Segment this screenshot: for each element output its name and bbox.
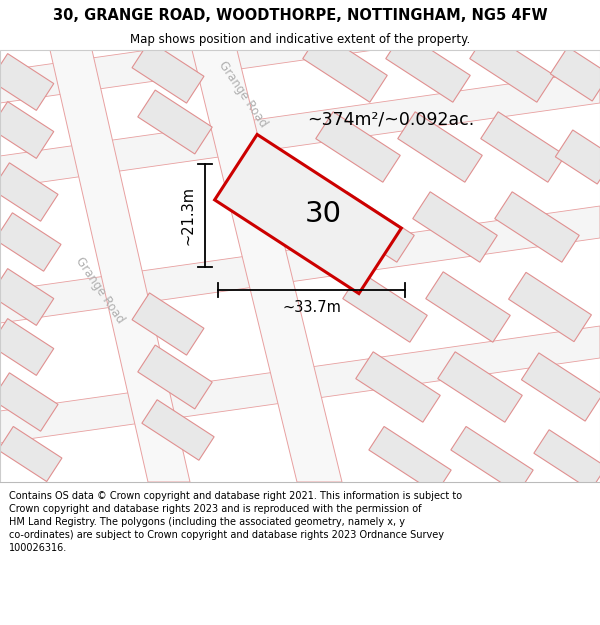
Polygon shape (556, 130, 600, 184)
Polygon shape (0, 319, 54, 376)
Polygon shape (192, 50, 342, 482)
Polygon shape (0, 162, 58, 221)
Polygon shape (138, 90, 212, 154)
Polygon shape (0, 0, 600, 103)
Polygon shape (481, 112, 565, 182)
Polygon shape (534, 430, 600, 490)
Polygon shape (0, 206, 600, 323)
Polygon shape (426, 272, 510, 342)
Text: Grange Road: Grange Road (216, 59, 270, 129)
Polygon shape (0, 269, 54, 326)
Polygon shape (495, 192, 579, 262)
Polygon shape (509, 272, 592, 342)
Polygon shape (330, 192, 414, 262)
Polygon shape (132, 293, 204, 355)
Polygon shape (369, 426, 451, 494)
Polygon shape (386, 32, 470, 103)
Text: ~374m²/~0.092ac.: ~374m²/~0.092ac. (307, 111, 474, 129)
Polygon shape (521, 353, 600, 421)
Text: 30: 30 (305, 200, 341, 228)
Polygon shape (356, 352, 440, 422)
Text: Contains OS data © Crown copyright and database right 2021. This information is : Contains OS data © Crown copyright and d… (9, 491, 462, 553)
Polygon shape (316, 112, 400, 182)
Polygon shape (0, 102, 54, 158)
Polygon shape (413, 192, 497, 262)
Text: 30, GRANGE ROAD, WOODTHORPE, NOTTINGHAM, NG5 4FW: 30, GRANGE ROAD, WOODTHORPE, NOTTINGHAM,… (53, 8, 547, 22)
Polygon shape (438, 352, 522, 422)
Text: ~33.7m: ~33.7m (282, 300, 341, 315)
Polygon shape (303, 32, 387, 103)
Polygon shape (215, 134, 401, 294)
Polygon shape (50, 50, 190, 482)
Polygon shape (0, 54, 54, 111)
Polygon shape (343, 272, 427, 342)
Polygon shape (0, 326, 600, 443)
Polygon shape (0, 372, 58, 431)
Polygon shape (0, 71, 600, 188)
Text: Map shows position and indicative extent of the property.: Map shows position and indicative extent… (130, 32, 470, 46)
Polygon shape (550, 47, 600, 101)
Polygon shape (142, 400, 214, 460)
Polygon shape (138, 345, 212, 409)
Text: Grange Road: Grange Road (73, 254, 127, 326)
Polygon shape (0, 213, 61, 271)
Polygon shape (0, 426, 62, 481)
Polygon shape (470, 32, 554, 103)
Polygon shape (451, 426, 533, 494)
Text: ~21.3m: ~21.3m (180, 186, 195, 245)
Polygon shape (398, 112, 482, 182)
Polygon shape (132, 41, 204, 103)
